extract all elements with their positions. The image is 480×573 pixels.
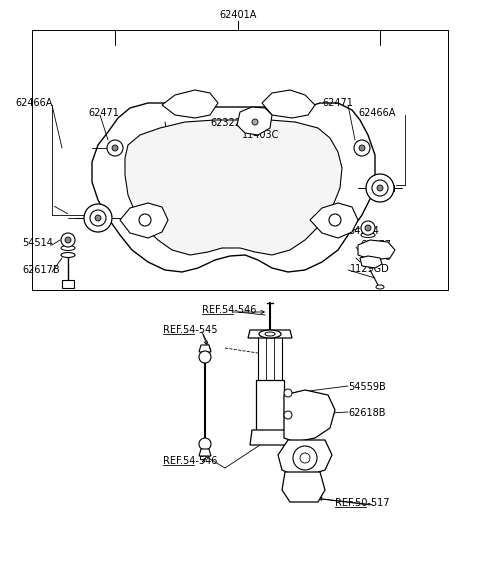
Polygon shape [284,390,335,442]
Polygon shape [120,203,168,238]
Text: 62322: 62322 [210,118,241,128]
Circle shape [199,351,211,363]
Polygon shape [358,240,395,260]
Circle shape [284,389,292,397]
Text: 62618B: 62618B [348,408,385,418]
Text: 54559B: 54559B [348,382,386,392]
Circle shape [300,453,310,463]
Text: 54514: 54514 [22,238,53,248]
Polygon shape [125,120,342,255]
Text: REF.50-517: REF.50-517 [335,498,389,508]
Circle shape [95,215,101,221]
Text: 54514: 54514 [348,226,379,236]
Polygon shape [250,430,290,445]
Circle shape [377,185,383,191]
Text: 1129GD: 1129GD [350,264,390,274]
Text: 62471: 62471 [322,98,353,108]
Circle shape [65,237,71,243]
Polygon shape [248,330,292,338]
Ellipse shape [61,245,75,250]
Ellipse shape [259,330,281,338]
Circle shape [90,210,106,226]
Text: 62471: 62471 [88,108,119,118]
Polygon shape [162,90,218,118]
Circle shape [112,145,118,151]
Text: 62466A: 62466A [358,108,396,118]
Circle shape [84,204,112,232]
Text: 11403C: 11403C [242,130,279,140]
Polygon shape [360,256,382,268]
Polygon shape [282,472,325,502]
Ellipse shape [265,332,275,336]
Circle shape [372,180,388,196]
Circle shape [359,145,365,151]
Ellipse shape [376,285,384,289]
Text: 62466A: 62466A [15,98,52,108]
Text: REF.54-545: REF.54-545 [163,325,217,335]
Ellipse shape [361,233,375,237]
Circle shape [293,446,317,470]
Circle shape [107,140,123,156]
Polygon shape [92,103,375,272]
Polygon shape [278,440,332,478]
Circle shape [61,233,75,247]
Text: 62477: 62477 [360,240,391,250]
Text: 62401A: 62401A [219,10,257,20]
Text: 62617B: 62617B [22,265,60,275]
Polygon shape [237,107,272,135]
Circle shape [199,438,211,450]
Circle shape [329,214,341,226]
Polygon shape [199,345,211,352]
Text: 62476: 62476 [360,252,391,262]
Polygon shape [199,449,211,456]
Circle shape [361,221,375,235]
Ellipse shape [61,253,75,257]
Polygon shape [256,380,284,440]
Circle shape [366,174,394,202]
Text: REF.54-546: REF.54-546 [202,305,256,315]
Circle shape [284,411,292,419]
Text: REF.54-546: REF.54-546 [163,456,217,466]
Circle shape [139,214,151,226]
Circle shape [252,119,258,125]
Circle shape [365,225,371,231]
Circle shape [354,140,370,156]
Polygon shape [262,90,315,118]
Polygon shape [310,203,358,238]
Bar [62,280,74,288]
